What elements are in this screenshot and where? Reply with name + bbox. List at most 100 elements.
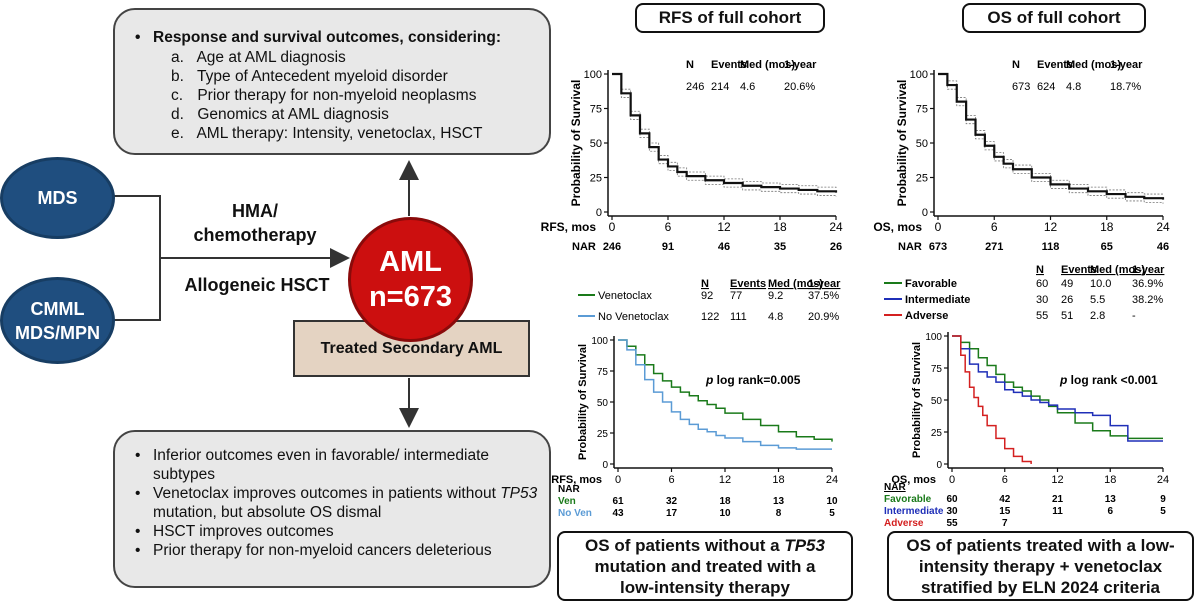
ven-legend-value: 77 [730, 290, 742, 302]
eln-nar-value: 13 [1105, 494, 1117, 505]
os-nar-value: 65 [1101, 241, 1113, 253]
ven-x-tick-label: 6 [668, 474, 674, 486]
eln-nar-label: NAR [884, 482, 906, 493]
os-y-tick-label: 75 [916, 104, 928, 116]
eln-x-tick-label: 18 [1104, 474, 1116, 486]
list-item: a. Age at AML diagnosis [171, 49, 346, 66]
aml-node: AML n=673 [348, 217, 473, 342]
ven-legend-value: 122 [701, 311, 719, 323]
ven-legend-value: 37.5% [808, 290, 839, 302]
list-item: c. Prior therapy for non-myeloid neoplas… [171, 87, 477, 104]
ven-legend-value: 20.9% [808, 311, 839, 323]
eln-legend-name: Intermediate [905, 294, 970, 306]
list-item: e. AML therapy: Intensity, venetoclax, H… [171, 125, 483, 142]
cmml-node: CMML MDS/MPN [0, 277, 115, 364]
eln-nar-group: Favorable [884, 494, 932, 505]
ven-legend-value: 4.8 [768, 311, 783, 323]
rfs-y-tick-label: 100 [584, 69, 602, 81]
rfs-stats-value: 214 [711, 81, 729, 93]
eln-x-tick-label: 24 [1157, 474, 1169, 486]
rfs-stats-header: Events [711, 59, 747, 71]
eln-legend-header: Med (mos) [1090, 264, 1145, 276]
ven-nar-label: NAR [558, 484, 580, 495]
eln-legend-value: 60 [1036, 278, 1048, 290]
cmml-label: CMML [30, 298, 85, 319]
eln-nar-value: 42 [999, 494, 1011, 505]
rfs-nar-value: 46 [718, 241, 730, 253]
rfs-series-all [612, 72, 838, 193]
os-stats-header: Events [1037, 59, 1073, 71]
eln-y-tick-label: 50 [931, 396, 943, 407]
os-stats-header: 1-year [1110, 59, 1143, 71]
os-y-tick-label: 0 [922, 207, 928, 219]
list-item: d. Genomics at AML diagnosis [171, 106, 389, 123]
rfs-y-tick-label: 0 [596, 207, 602, 219]
os-nar-value: 46 [1157, 241, 1169, 253]
rfs-nar-value: 26 [830, 241, 842, 253]
mds-node: MDS [0, 157, 115, 239]
ven-nar-value: 5 [829, 508, 835, 519]
eln-x-tick-label: 12 [1051, 474, 1063, 486]
os-x-tick-label: 18 [1100, 220, 1114, 234]
ven-y-axis-label: Probability of Survival [577, 344, 589, 460]
eln-nar-group: Intermediate [884, 506, 944, 517]
hma-label: HMA/ chemotherapy [193, 201, 317, 245]
ven-nar-group: No Ven [558, 508, 592, 519]
os-x-axis-label: OS, mos [873, 220, 922, 234]
ven-legend-header: 1-year [808, 278, 841, 290]
eln-legend-value: 55 [1036, 310, 1048, 322]
eln-legend-header: 1-year [1132, 264, 1165, 276]
eln-series-intermediate [952, 335, 1163, 442]
os-y-tick-label: 50 [916, 138, 928, 150]
ven-x-tick-label: 18 [772, 474, 784, 486]
rfs-nar-value: 91 [662, 241, 674, 253]
ven-legend-name: No Venetoclax [598, 311, 669, 323]
ven-nar-value: 18 [719, 496, 731, 507]
eln-legend-header: N [1036, 264, 1044, 276]
ven-legend-header: Med (mos) [768, 278, 823, 290]
eln-legend-value: 10.0 [1090, 278, 1111, 290]
considerations-list: a. Age at AML diagnosis b. Type of Antec… [153, 48, 482, 143]
rfs-nar-label: NAR [572, 241, 596, 253]
ven-x-tick-label: 12 [719, 474, 731, 486]
eln-legend-name: Favorable [905, 278, 957, 290]
os-x-tick-label: 12 [1044, 220, 1058, 234]
eln-x-tick-label: 6 [1002, 474, 1008, 486]
ven-legend-value: 9.2 [768, 290, 783, 302]
ven-nar-value: 32 [666, 496, 678, 507]
os-x-tick-label: 0 [935, 220, 942, 234]
rfs-x-tick-label: 12 [717, 220, 731, 234]
rfs-nar-value: 246 [603, 241, 621, 253]
os-ci-lower [938, 73, 1164, 204]
os-nar-value: 118 [1042, 241, 1060, 253]
eln-p-value-annotation: p log rank <0.001 [1059, 373, 1158, 387]
eln-x-axis-label: OS, mos [891, 474, 936, 486]
os-title: OS of full cohort [962, 3, 1146, 33]
ven-y-tick-label: 100 [591, 336, 608, 347]
ven-nar-value: 13 [773, 496, 785, 507]
eln-legend-value: 2.8 [1090, 310, 1105, 322]
eln-y-tick-label: 75 [931, 364, 943, 375]
eln-series-favorable [952, 335, 1163, 440]
ven-legend-header: Events [730, 278, 766, 290]
ven-x-tick-label: 24 [826, 474, 838, 486]
eln-legend-value: - [1132, 310, 1136, 322]
ven-nar-value: 61 [612, 496, 624, 507]
rfs-stats-header: Med (mos) [740, 59, 795, 71]
list-item: Venetoclax improves outcomes in patients… [115, 484, 539, 522]
ven-x-tick-label: 0 [615, 474, 621, 486]
rfs-stats-value: 246 [686, 81, 704, 93]
eln-nar-value: 6 [1107, 506, 1113, 517]
ven-series-no-venetoclax [618, 339, 832, 450]
eln-legend-value: 49 [1061, 278, 1073, 290]
mds-mpn-label: MDS/MPN [15, 322, 100, 343]
os-stats-value: 18.7% [1110, 81, 1141, 93]
ven-nar-value: 10 [826, 496, 838, 507]
os-x-tick-label: 24 [1156, 220, 1170, 234]
ven-series-venetoclax [618, 339, 833, 442]
list-item: b. Type of Antecedent myeloid disorder [171, 68, 448, 85]
ven-nar-value: 8 [776, 508, 782, 519]
eln-legend-value: 30 [1036, 294, 1048, 306]
rfs-x-tick-label: 6 [665, 220, 672, 234]
